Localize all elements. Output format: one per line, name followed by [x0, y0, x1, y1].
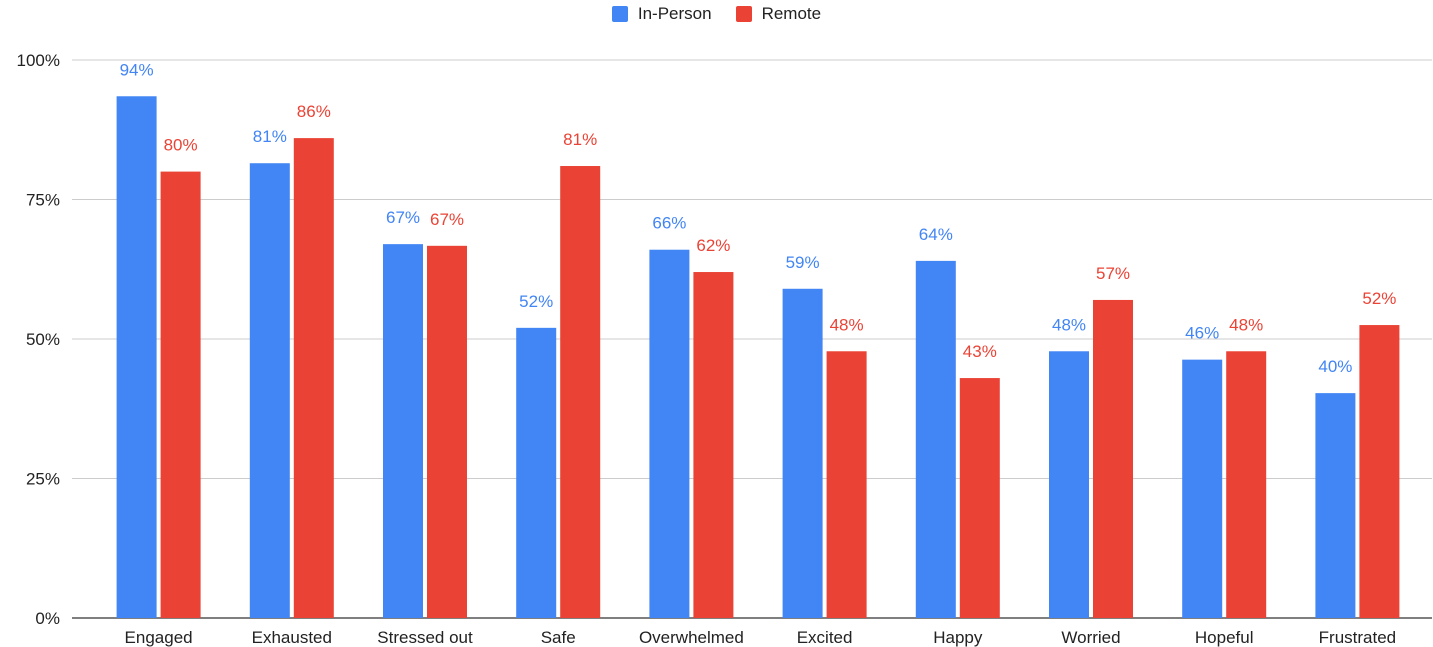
y-tick-label: 75% — [26, 191, 60, 210]
data-label: 59% — [786, 253, 820, 272]
bar-remote — [826, 351, 867, 618]
data-label: 52% — [519, 292, 553, 311]
x-tick-label: Frustrated — [1319, 628, 1396, 647]
y-tick-label: 50% — [26, 330, 60, 349]
bar-remote — [1359, 325, 1400, 618]
x-tick-label: Excited — [797, 628, 853, 647]
chart-legend: In-Person Remote — [0, 4, 1433, 24]
bar-remote — [959, 378, 1000, 618]
x-tick-label: Hopeful — [1195, 628, 1254, 647]
x-tick-label: Exhausted — [252, 628, 332, 647]
data-label: 48% — [1052, 315, 1086, 334]
bar-remote — [293, 138, 334, 618]
bar-remote — [560, 166, 601, 618]
legend-item-remote: Remote — [735, 4, 822, 24]
bar-remote — [427, 245, 467, 618]
legend-label-in-person: In-Person — [637, 4, 712, 23]
x-tick-label: Stressed out — [377, 628, 473, 647]
bar-in-person — [1182, 359, 1223, 618]
data-label: 43% — [963, 342, 997, 361]
bar-in-person — [516, 327, 557, 618]
data-label: 94% — [120, 60, 154, 79]
x-tick-label: Safe — [541, 628, 576, 647]
bar-remote — [693, 272, 734, 618]
bar-in-person — [782, 288, 823, 618]
bar-in-person — [249, 163, 290, 619]
bar-in-person — [1315, 393, 1356, 618]
data-label: 46% — [1185, 324, 1219, 343]
data-label: 67% — [430, 210, 464, 229]
data-label: 48% — [1229, 315, 1263, 334]
x-tick-label: Engaged — [125, 628, 193, 647]
x-tick-label: Overwhelmed — [639, 628, 744, 647]
data-label: 67% — [386, 208, 420, 227]
data-label: 81% — [253, 127, 287, 146]
data-label: 80% — [164, 136, 198, 155]
legend-swatch-remote — [735, 6, 752, 22]
bar-in-person — [649, 249, 690, 618]
data-label: 62% — [696, 236, 730, 255]
bar-in-person — [915, 260, 956, 618]
bar-remote — [160, 171, 201, 618]
data-label: 40% — [1318, 357, 1352, 376]
data-label: 57% — [1096, 264, 1130, 283]
bar-remote — [1093, 299, 1133, 618]
legend-swatch-in-person — [611, 6, 628, 22]
data-label: 66% — [652, 214, 686, 233]
bar-in-person — [116, 96, 157, 618]
bar-remote — [1226, 351, 1267, 618]
data-label: 81% — [563, 130, 597, 149]
x-tick-label: Worried — [1061, 628, 1120, 647]
data-label: 52% — [1362, 289, 1396, 308]
bar-in-person — [1049, 351, 1089, 618]
bar-in-person — [383, 244, 423, 618]
x-tick-label: Happy — [933, 628, 983, 647]
data-label: 64% — [919, 225, 953, 244]
legend-item-in-person: In-Person — [611, 4, 712, 24]
y-tick-label: 100% — [17, 51, 60, 70]
y-tick-label: 25% — [26, 470, 60, 489]
y-tick-label: 0% — [35, 609, 60, 628]
legend-label-remote: Remote — [761, 4, 822, 23]
data-label: 48% — [830, 315, 864, 334]
data-label: 86% — [297, 102, 331, 121]
